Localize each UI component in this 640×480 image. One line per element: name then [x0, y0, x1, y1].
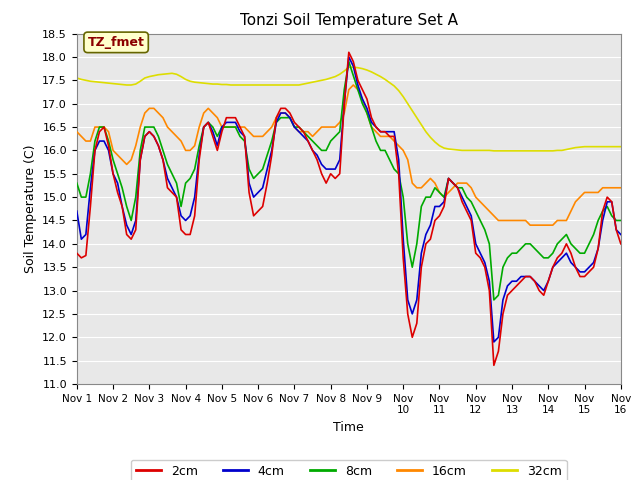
X-axis label: Time: Time: [333, 421, 364, 434]
Title: Tonzi Soil Temperature Set A: Tonzi Soil Temperature Set A: [240, 13, 458, 28]
Text: TZ_fmet: TZ_fmet: [88, 36, 145, 49]
Y-axis label: Soil Temperature (C): Soil Temperature (C): [24, 144, 36, 273]
Legend: 2cm, 4cm, 8cm, 16cm, 32cm: 2cm, 4cm, 8cm, 16cm, 32cm: [131, 460, 567, 480]
